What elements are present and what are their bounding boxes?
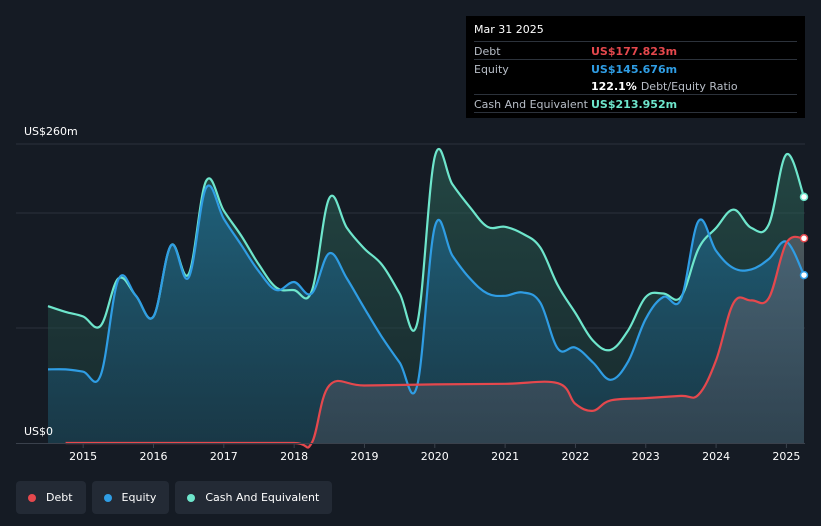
- line-equity: [47, 184, 805, 395]
- x-tick-label-2016: 2016: [139, 450, 167, 463]
- tooltip-ratio-label: Debt/Equity Ratio: [640, 79, 738, 93]
- legend-label-debt: Debt: [46, 491, 73, 504]
- x-tick-label-2021: 2021: [491, 450, 519, 463]
- legend-dot-debt: [28, 493, 36, 502]
- x-tick-label-2023: 2023: [632, 450, 660, 463]
- y-axis-top-label: US$260m: [24, 125, 78, 138]
- tooltip-date: Mar 31 2025: [474, 23, 544, 36]
- chart-legend: Debt Equity Cash And Equivalent: [16, 481, 333, 514]
- legend-item-debt[interactable]: Debt: [16, 481, 86, 514]
- tooltip-equity-value: US$145.676m: [591, 62, 678, 76]
- tooltip-debt-value: US$177.823m: [591, 44, 678, 58]
- data-tooltip: Mar 31 2025 Debt US$177.823m Equity US$1…: [466, 16, 805, 118]
- end-markers: [799, 192, 809, 280]
- x-tick-label-2017: 2017: [210, 450, 238, 463]
- legend-item-equity[interactable]: Equity: [91, 481, 170, 514]
- legend-label-equity: Equity: [121, 491, 157, 504]
- tooltip-equity-label: Equity: [474, 62, 509, 76]
- x-tick-label-2024: 2024: [702, 450, 730, 463]
- legend-dot-cash: [187, 493, 196, 502]
- end-marker-debt: [799, 234, 809, 243]
- tooltip-row-ratio: 122.1% Debt/Equity Ratio: [474, 77, 797, 94]
- tooltip-ratio-value: 122.1%: [591, 79, 637, 93]
- tooltip-row-debt: Debt US$177.823m: [474, 41, 797, 59]
- tooltip-cash-label: Cash And Equivalent: [474, 97, 588, 111]
- legend-dot-equity: [103, 493, 112, 502]
- tooltip-row-equity: Equity US$145.676m: [474, 59, 797, 77]
- legend-label-cash: Cash And Equivalent: [205, 491, 320, 504]
- x-tick-label-2020: 2020: [421, 450, 449, 463]
- area-debt: [65, 236, 805, 448]
- end-marker-cash-and-equivalent: [799, 192, 809, 202]
- y-axis-bottom-label: US$0: [24, 425, 53, 438]
- tooltip-row-cash: Cash And Equivalent US$213.952m: [474, 94, 797, 113]
- x-tick-label-2018: 2018: [280, 450, 308, 463]
- legend-item-cash[interactable]: Cash And Equivalent: [175, 481, 333, 514]
- x-tick-label-2015: 2015: [69, 450, 97, 463]
- x-axis: 2015 2016 2017 2018 2019 2020 2021 2022 2023 2024…: [16, 443, 805, 463]
- x-tick-label-2025: 2025: [772, 450, 800, 463]
- x-tick-label-2019: 2019: [350, 450, 378, 463]
- tooltip-cash-value: US$213.952m: [591, 97, 678, 111]
- x-tick-label-2022: 2022: [561, 450, 589, 463]
- tooltip-debt-label: Debt: [474, 44, 501, 58]
- end-marker-equity: [799, 270, 809, 280]
